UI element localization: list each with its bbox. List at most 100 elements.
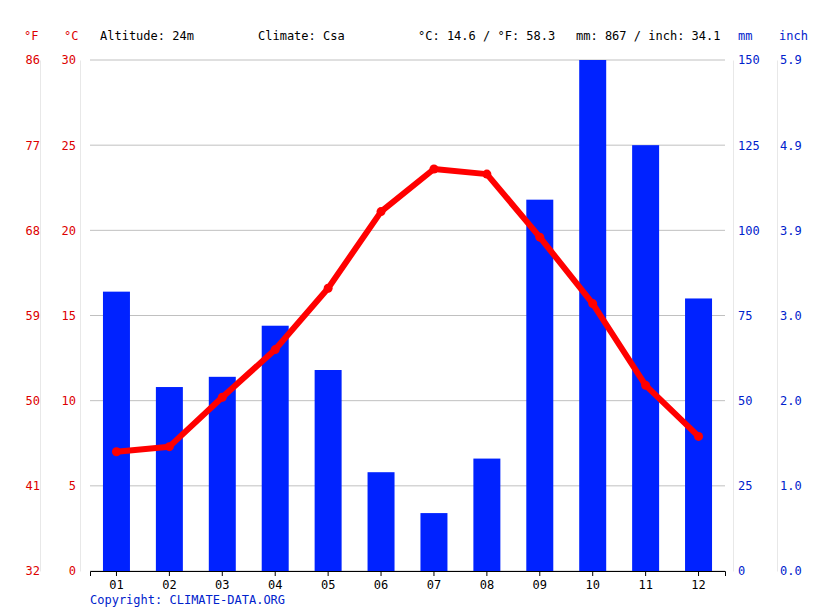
tick: 10 [62,394,80,408]
axis-line [733,61,734,572]
plot-area [103,60,712,571]
tick-label: 100 [738,224,760,238]
y-axis: 32415059687786 [26,53,41,578]
axis-line [80,61,81,572]
grid-line [90,230,725,231]
tick: 0.0 [777,564,802,578]
tick: 0 [69,564,80,578]
tick-label: 41 [26,479,40,493]
tick: 68 [26,224,40,238]
grid-line [90,485,725,486]
tick: 86 [26,53,40,67]
tick-label: 25 [62,139,76,153]
tick-mark [275,571,276,576]
marker [694,432,703,441]
marker [588,299,597,308]
grid-line [90,60,725,61]
tick-mark [433,571,434,576]
tick-label: 07 [427,578,441,592]
tick: 50 [733,394,752,408]
bar [262,326,289,571]
marker [641,381,650,390]
tick-label: 0.0 [780,564,802,578]
y-axis: 0255075100125150 [733,53,760,578]
tick-label: 25 [738,479,752,493]
y-axis: 0.01.02.03.03.94.95.9 [777,53,802,578]
marker [165,442,174,451]
axis-line [40,61,41,572]
tick: 50 [26,394,40,408]
tick: 4.9 [777,139,802,153]
tick-label: 125 [738,139,760,153]
grid-line [90,400,725,401]
tick-label: 15 [62,309,76,323]
marker [112,447,121,456]
axis-line [777,61,778,572]
bar [473,459,500,571]
tick: 25 [733,479,752,493]
tick: 59 [26,309,40,323]
tick: 2.0 [777,394,802,408]
tick: 08 [480,571,494,592]
tick-label: 0 [69,564,76,578]
tick: 3.0 [777,309,802,323]
tick: 04 [268,571,282,592]
tick-mark [592,571,593,576]
tick-label: 5 [69,479,76,493]
label: °F [24,29,38,43]
tick: 3.9 [777,224,802,238]
bar [420,513,447,571]
bar [156,387,183,571]
label: Copyright: CLIMATE-DATA.ORG [90,593,285,607]
tick: 02 [162,571,176,592]
grid-line [90,315,725,316]
axis-line [91,572,726,577]
marker [482,170,491,179]
tick-label: 10 [585,578,599,592]
tick-mark [328,571,329,576]
tick-label: 30 [62,53,76,67]
tick-label: 50 [26,394,40,408]
tick-label: 05 [321,578,335,592]
marker [324,284,333,293]
tick-label: 68 [26,224,40,238]
tick: 03 [215,571,229,592]
tick: 09 [533,571,547,592]
tick-label: 4.9 [780,139,802,153]
tick: 15 [62,309,80,323]
label: Altitude: 24m [100,29,194,43]
tick: 0 [733,564,745,578]
tick-label: 02 [162,578,176,592]
tick-label: 59 [26,309,40,323]
tick: 05 [321,571,335,592]
tick-label: 10 [62,394,76,408]
tick: 32 [26,564,40,578]
chart: 3241505968778605101520253002550751001251… [0,0,815,611]
tick-mark [222,571,223,576]
tick-label: 04 [268,578,282,592]
bar [315,370,342,571]
tick-mark [169,571,170,576]
marker [377,207,386,216]
tick: 01 [109,571,123,592]
tick: 150 [733,53,760,67]
tick-label: 08 [480,578,494,592]
tick: 5 [69,479,80,493]
tick-label: 06 [374,578,388,592]
tick: 11 [638,571,652,592]
marker [535,233,544,242]
bar [685,298,712,571]
label: °C: 14.6 / °F: 58.3 [418,29,555,43]
tick-label: 150 [738,53,760,67]
tick: 25 [62,139,80,153]
tick-label: 11 [638,578,652,592]
label: °C [64,29,78,43]
tick-label: 86 [26,53,40,67]
tick: 100 [733,224,760,238]
tick-label: 0 [738,564,745,578]
y-axis: 051015202530 [62,53,81,578]
tick-mark [116,571,117,576]
label: mm: 867 / inch: 34.1 [576,29,721,43]
tick: 07 [427,571,441,592]
tick-label: 12 [691,578,705,592]
